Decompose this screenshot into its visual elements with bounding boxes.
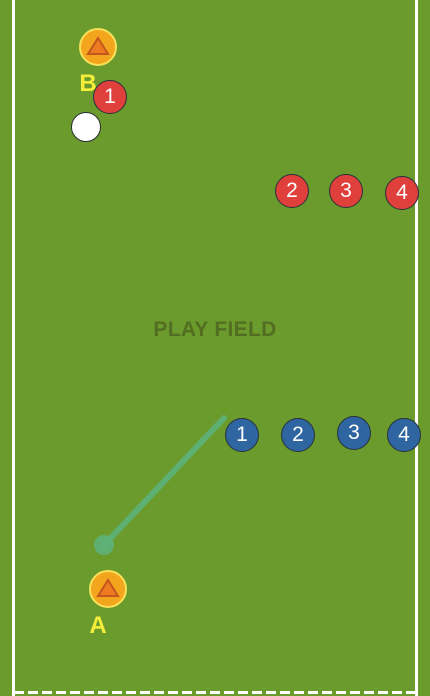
right-sideline: [415, 0, 418, 696]
cone-b-label: B: [79, 70, 97, 97]
ball[interactable]: [71, 112, 101, 142]
cone-a-label: A: [89, 612, 107, 639]
red-player-4[interactable]: 4: [385, 176, 419, 210]
bottom-goal-line: [14, 691, 416, 694]
pass-line: [101, 415, 227, 548]
blue-player-4[interactable]: 4: [387, 418, 421, 452]
blue-player-2[interactable]: 2: [281, 418, 315, 452]
red-player-1[interactable]: 1: [93, 80, 127, 114]
field-watermark: PLAY FIELD: [153, 318, 277, 341]
blue-player-3[interactable]: 3: [337, 416, 371, 450]
cone-a[interactable]: [89, 570, 127, 608]
cone-b[interactable]: [79, 28, 117, 66]
red-player-2[interactable]: 2: [275, 174, 309, 208]
cone-icon: [86, 36, 110, 55]
red-player-3[interactable]: 3: [329, 174, 363, 208]
left-sideline: [12, 0, 15, 696]
cone-icon: [96, 578, 120, 597]
blue-player-1[interactable]: 1: [225, 418, 259, 452]
pass-origin-marker: [94, 535, 114, 555]
